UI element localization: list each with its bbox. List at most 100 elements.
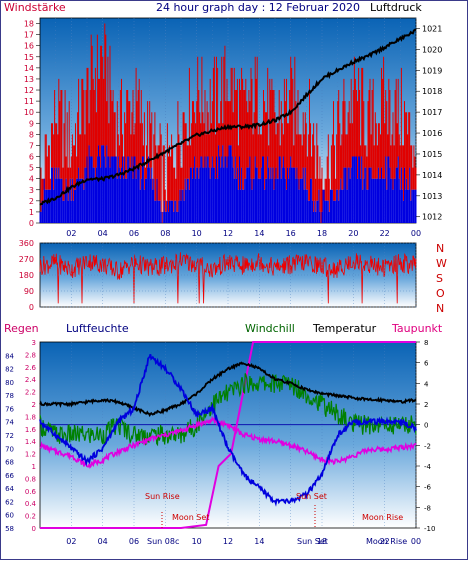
wind-x-tick-label: 06 [129,229,139,238]
temp-tick-label: 2 [424,401,428,409]
wind-left-tick-label: 18 [24,20,34,29]
annotation-moon-rise-axis: Moon Rise [366,537,407,546]
direction-compass-label: O [436,287,445,300]
rain-tick-label: 1.2 [25,451,36,459]
direction-compass-label: N [436,242,444,255]
temp-tick-label: 0 [424,422,428,430]
wind-left-tick-label: 17 [24,31,34,40]
humidity-tick-label: 82 [5,366,14,374]
temperature-series [39,361,417,418]
pressure-tick-label: 1015 [422,150,442,159]
direction-tick-label: 0 [29,303,34,312]
wind-left-tick-label: 11 [24,97,34,106]
humidity-tick-label: 62 [5,498,14,506]
rain-tick-label: 1.4 [25,438,37,446]
wind-x-tick-label: 02 [66,229,76,238]
climate-x-tick-label: 14 [254,537,264,546]
climate-x-tick-label: 00 [411,537,421,546]
climate-series [39,341,417,529]
wind-left-tick-label: 12 [24,86,34,95]
pressure-tick-label: 1021 [422,24,442,33]
rain-tick-label: 2.2 [25,389,36,397]
wind-left-tick-label: 5 [29,164,34,173]
legend-regen: Regen [4,322,39,335]
direction-tick-label: 270 [19,255,34,264]
humidity-tick-label: 70 [5,445,14,453]
annotation-moon-rise: Moon Rise [362,513,403,522]
wind-x-tick-label: 10 [192,229,202,238]
temp-tick-label: -8 [424,504,431,512]
rain-tick-label: 0.8 [25,475,36,483]
climate-x-tick-label: 18 [317,537,327,546]
legend-taupunkt: Taupunkt [391,322,443,335]
pressure-tick-label: 1018 [422,87,442,96]
wind-left-tick-label: 9 [29,119,34,128]
wind-x-tick-label: 00 [411,229,421,238]
rain-series [40,341,416,529]
climate-x-tick-label: 12 [223,537,233,546]
climate-axes: 586062646668707274767880828400.20.40.60.… [5,339,435,546]
humidity-tick-label: 72 [5,432,14,440]
rain-tick-label: 1.8 [25,413,36,421]
wind-left-tick-label: 2 [29,197,34,206]
rain-tick-label: 0.6 [25,488,37,496]
pressure-tick-label: 1016 [422,129,442,138]
wind-left-tick-label: 7 [29,141,34,150]
wind-x-tick-label: 20 [348,229,358,238]
wind-left-tick-label: 8 [29,130,34,139]
annotation-sun-set: Sun Set [296,492,327,501]
climate-x-tick-label: 04 [98,537,108,546]
rain-tick-label: 1 [32,463,36,471]
rain-tick-label: 0.4 [25,500,37,508]
humidity-tick-label: 64 [5,485,14,493]
humidity-tick-label: 58 [5,525,14,533]
humidity-tick-label: 60 [5,512,14,520]
climate-x-tick-label: 10 [192,537,202,546]
wind-left-tick-label: 1 [29,208,34,217]
humidity-tick-label: 66 [5,472,14,480]
pressure-tick-label: 1013 [422,192,442,201]
wind-left-tick-label: 15 [24,53,34,62]
direction-tick-label: 90 [24,287,34,296]
pressure-series [39,28,417,206]
pressure-tick-label: 1014 [422,171,442,180]
pressure-tick-label: 1020 [422,45,442,54]
humidity-series [39,354,417,507]
header-title: 24 hour graph day : 12 Februar 2020 [156,1,360,14]
rain-tick-label: 2.6 [25,364,37,372]
humidity-tick-label: 76 [5,405,14,413]
wind-left-tick-label: 16 [24,42,34,51]
wind-x-tick-label: 08 [160,229,170,238]
humidity-tick-label: 84 [5,352,14,360]
wind-left-tick-label: 6 [29,153,34,162]
wind-average-series [39,145,417,223]
wind-series [39,23,417,223]
humidity-tick-label: 68 [5,459,14,467]
legend-luftfeuchte: Luftfeuchte [66,322,129,335]
legend-temperatur: Temperatur [312,322,377,335]
temp-tick-label: -4 [424,463,432,471]
wind-left-tick-label: 13 [24,75,34,84]
windchill-series [39,373,417,447]
temp-tick-label: -10 [424,525,435,533]
dewpoint-series [39,416,417,469]
annotation-sun-rise: Sun Rise [145,492,180,501]
wind-left-tick-label: 4 [29,175,34,184]
annotation-sun-set-axis: Sun Set [297,537,328,546]
temp-tick-label: -2 [424,442,431,450]
wind-x-tick-label: 22 [380,229,390,238]
climate-x-tick-label: 02 [66,537,76,546]
humidity-tick-label: 78 [5,392,14,400]
direction-compass-label: W [436,257,447,270]
legend-windchill: Windchill [245,322,295,335]
wind-x-tick-label: 04 [98,229,108,238]
rain-tick-label: 0 [32,525,36,533]
wind-left-tick-label: 10 [24,108,34,117]
header-right-label: Luftdruck [370,1,422,14]
humidity-tick-label: 80 [5,379,14,387]
header-left-label: Windstärke [4,1,66,14]
temp-tick-label: 4 [424,380,429,388]
pressure-tick-label: 1017 [422,108,442,117]
direction-tick-label: 360 [19,239,34,248]
direction-tick-label: 180 [19,271,34,280]
